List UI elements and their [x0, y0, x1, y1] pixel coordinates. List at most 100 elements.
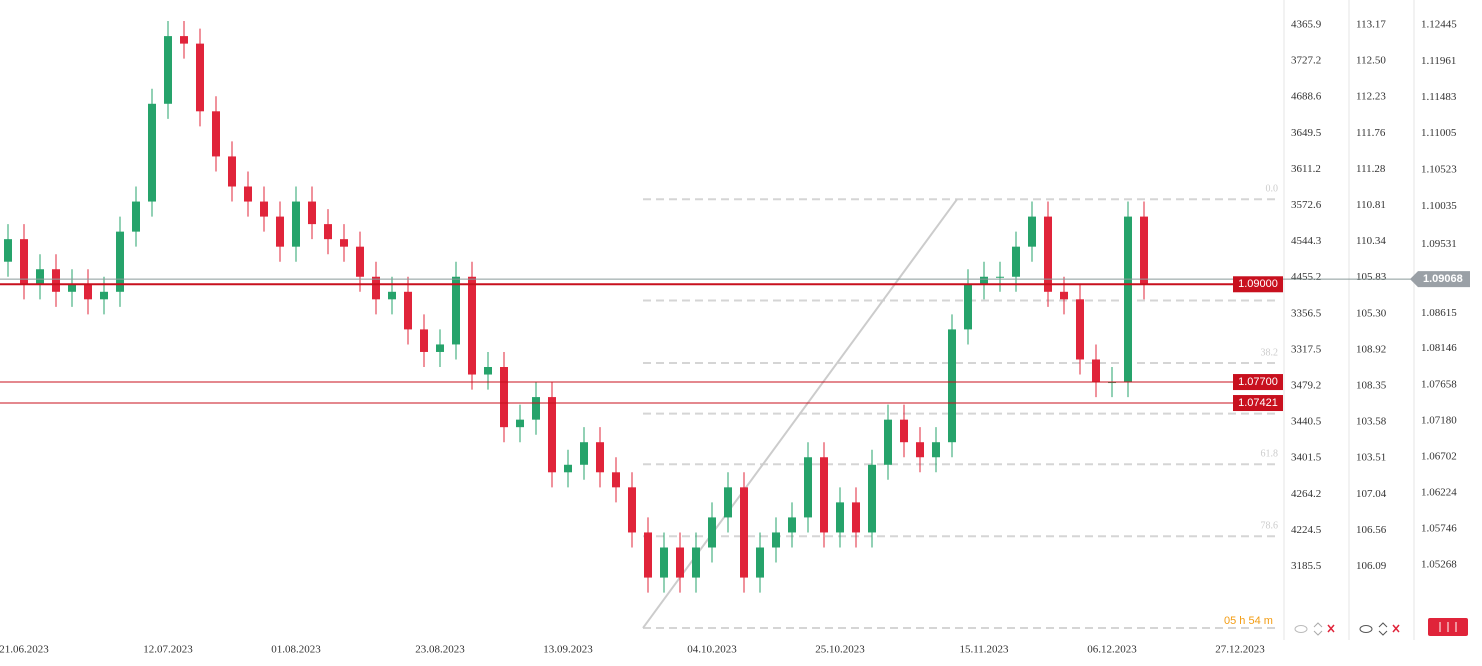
candle-body [1140, 216, 1148, 285]
y-tick-label: 1.06224 [1421, 487, 1457, 499]
fib-label: 78.6 [1261, 521, 1279, 532]
candle-body [420, 329, 428, 352]
candle-body [388, 291, 396, 300]
eye-icon[interactable] [1294, 625, 1308, 633]
candle-body [612, 472, 620, 488]
candle-body [228, 156, 236, 187]
candle-body [292, 201, 300, 247]
x-tick-label: 12.07.2023 [143, 644, 193, 656]
candle-body [1076, 299, 1084, 360]
overlay-axis-label: 107.04 [1356, 488, 1387, 500]
candle-body [948, 329, 956, 443]
y-tick-label: 1.06702 [1421, 451, 1457, 463]
candle-body [884, 419, 892, 465]
timer: 05 h 54 m [1224, 615, 1273, 627]
candle-body [900, 419, 908, 443]
candle-body [740, 487, 748, 578]
candle-body [1092, 359, 1100, 383]
candle-body [724, 487, 732, 518]
y-tick-label: 1.11005 [1421, 127, 1457, 139]
fib-label: 0.0 [1266, 184, 1279, 195]
candle-body [1124, 216, 1132, 383]
candle-body [1044, 216, 1052, 292]
x-tick-label: 01.08.2023 [271, 644, 321, 656]
overlay-axis-label: 4264.2 [1291, 488, 1321, 500]
candle-body [452, 276, 460, 345]
overlay-axis-label: 105.83 [1356, 271, 1387, 283]
candle-body [196, 43, 204, 112]
candle-body [260, 201, 268, 217]
y-tick-label: 1.10523 [1421, 163, 1457, 175]
close-icon[interactable] [1327, 624, 1335, 633]
y-tick-label: 1.12445 [1421, 19, 1457, 31]
x-tick-label: 04.10.2023 [687, 644, 737, 656]
overlay-axis-label: 3356.5 [1291, 307, 1322, 319]
overlay-axis-label: 3440.5 [1291, 416, 1322, 428]
candle-body [68, 284, 76, 292]
overlay-axis-label: 3479.2 [1291, 380, 1321, 392]
controls[interactable] [1294, 618, 1468, 636]
close-icon[interactable] [1392, 624, 1400, 633]
eye-icon[interactable] [1359, 625, 1373, 633]
candle-body [100, 291, 108, 300]
fib-label: 38.2 [1261, 347, 1279, 358]
y-tick-label: 1.11483 [1421, 91, 1457, 103]
overlay-axis-label: 108.92 [1356, 343, 1386, 355]
candle-body [52, 269, 60, 292]
candle-body [340, 239, 348, 247]
overlay-axis-label: 103.58 [1356, 416, 1387, 428]
overlay-axis-label: 110.81 [1356, 199, 1386, 211]
candle-body [820, 457, 828, 533]
order-icon[interactable] [1313, 622, 1323, 636]
candle-body [676, 547, 684, 578]
order-icon[interactable] [1378, 622, 1388, 636]
candle-body [516, 419, 524, 428]
candle-body [164, 36, 172, 104]
candle-body [852, 502, 860, 533]
candle-body [644, 532, 652, 578]
candle-body [532, 397, 540, 420]
candle-body [628, 487, 636, 533]
y-tick-label: 1.10035 [1421, 200, 1457, 212]
x-tick-label: 27.12.2023 [1215, 644, 1265, 656]
candle-body [148, 103, 156, 202]
x-tick-label: 13.09.2023 [543, 644, 593, 656]
candle-body [1028, 216, 1036, 247]
candle-body [84, 284, 92, 300]
overlay-axis-label: 103.51 [1356, 452, 1386, 464]
level-tag [1233, 395, 1283, 412]
candle-body [596, 442, 604, 473]
level-label: 1.07421 [1238, 397, 1278, 409]
overlay-axis-label: 3317.5 [1291, 343, 1322, 355]
candle-body [756, 547, 764, 578]
settings-icon[interactable] [1439, 622, 1457, 632]
overlay-axis-label: 110.34 [1356, 235, 1386, 247]
candle-body [1012, 246, 1020, 277]
overlay-axis-label: 108.35 [1356, 380, 1387, 392]
candle-body [36, 269, 44, 285]
y-tick-label: 1.07658 [1421, 379, 1457, 391]
overlay-axis-label: 112.50 [1356, 55, 1386, 67]
overlay-axis-label: 4688.6 [1291, 91, 1322, 103]
y-tick-label: 1.08146 [1421, 342, 1457, 354]
candle-body [868, 464, 876, 533]
current-price-label: 1.09068 [1423, 273, 1463, 285]
candle-body [788, 517, 796, 533]
overlay-axis-label: 4224.5 [1291, 524, 1322, 536]
fib-label: 61.8 [1261, 449, 1279, 460]
overlay-axis-label: 3611.2 [1291, 163, 1321, 175]
overlay-axis-label: 3185.5 [1291, 560, 1322, 572]
overlay-axis-label: 3727.2 [1291, 55, 1321, 67]
candle-body [564, 464, 572, 473]
level-label: 1.09000 [1238, 278, 1278, 290]
candle-body [308, 201, 316, 225]
candle-body [180, 36, 188, 44]
x-tick-label: 15.11.2023 [959, 644, 1009, 656]
x-tick-label: 23.08.2023 [415, 644, 465, 656]
candle-body [708, 517, 716, 548]
candle-body [484, 367, 492, 375]
candle-body [20, 239, 28, 285]
candle-body [244, 186, 252, 202]
overlay-axis-label: 106.56 [1356, 524, 1387, 536]
